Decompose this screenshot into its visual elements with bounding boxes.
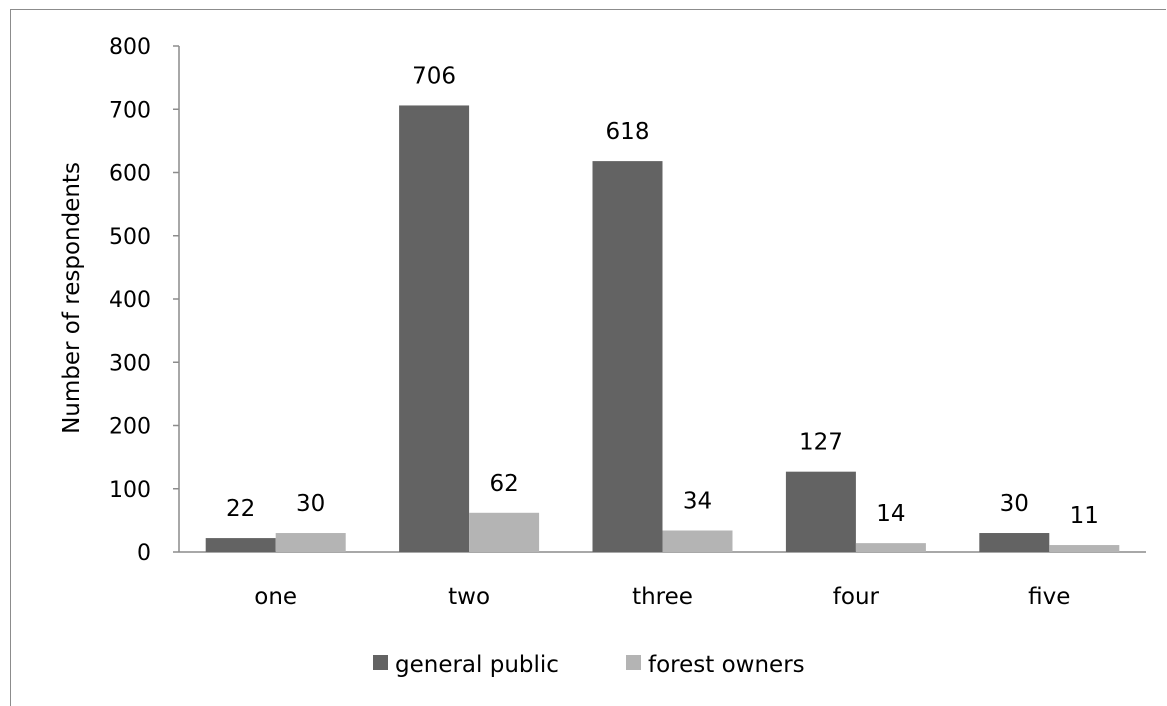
- y-tick-label: 400: [109, 288, 151, 313]
- legend-swatch: [373, 655, 388, 670]
- bar-forest-owners-five: [1049, 545, 1120, 552]
- bar-general-public-three: [592, 161, 663, 553]
- y-tick-label: 500: [109, 225, 151, 250]
- bar-forest-owners-two: [469, 512, 540, 552]
- x-category-label: four: [833, 584, 880, 610]
- x-category-label: one: [254, 584, 297, 610]
- bar-general-public-one: [205, 538, 276, 552]
- legend-swatch: [626, 655, 641, 670]
- y-tick-label: 300: [109, 351, 151, 376]
- bar-forest-owners-one: [275, 533, 346, 552]
- data-labels: 22 30 706 62 618 34 127 14 30 11: [226, 63, 1099, 529]
- data-label: 11: [1070, 503, 1099, 529]
- y-tick-label: 600: [109, 162, 151, 187]
- data-label: 618: [606, 119, 650, 145]
- bar-forest-owners-four: [855, 543, 926, 552]
- x-category-label: five: [1028, 584, 1070, 610]
- y-tick-label: 800: [109, 35, 151, 60]
- data-label: 22: [226, 496, 255, 522]
- bar-forest-owners-three: [662, 530, 733, 552]
- data-label: 127: [799, 430, 843, 456]
- data-label: 30: [296, 491, 325, 517]
- y-tick-label: 100: [109, 478, 151, 503]
- bar-general-public-four: [785, 471, 856, 552]
- data-label: 706: [412, 63, 456, 89]
- y-tick-label: 200: [109, 415, 151, 440]
- legend: general public forest owners: [373, 652, 805, 678]
- y-tick-label: 700: [109, 98, 151, 123]
- data-label: 62: [489, 471, 518, 497]
- bars: [205, 105, 1120, 553]
- bar-general-public-five: [979, 533, 1050, 552]
- chart-frame: [10, 9, 1166, 706]
- y-axis-title: Number of respondents: [59, 162, 85, 434]
- x-category-label: two: [448, 584, 490, 610]
- y-tick-label: 0: [137, 541, 151, 566]
- data-label: 34: [683, 488, 712, 514]
- legend-label: forest owners: [648, 652, 805, 678]
- bar-general-public-two: [399, 105, 470, 552]
- x-category-label: three: [632, 584, 693, 610]
- data-label: 30: [1000, 491, 1029, 517]
- data-label: 14: [876, 501, 905, 527]
- legend-label: general public: [395, 652, 559, 678]
